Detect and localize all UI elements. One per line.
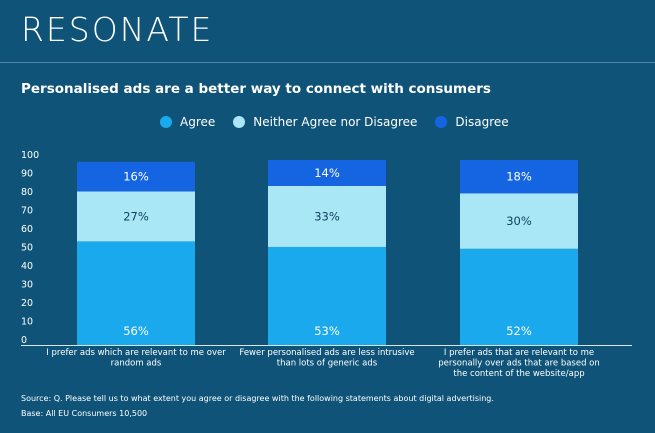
legend-label-neither: Neither Agree nor Disagree bbox=[253, 115, 418, 129]
y-tick-label: 60 bbox=[21, 224, 33, 235]
bar-segment-neither bbox=[77, 191, 195, 242]
bar-segment-agree bbox=[268, 246, 386, 345]
y-tick-label: 70 bbox=[21, 206, 33, 217]
data-label: 16% bbox=[123, 170, 149, 184]
bar-segment-agree bbox=[460, 248, 578, 345]
category-label: I prefer ads that are relevant to me bbox=[444, 348, 594, 358]
footer-base: Base: All EU Consumers 10,500 bbox=[21, 409, 148, 418]
y-tick-label: 80 bbox=[21, 187, 33, 198]
y-tick-label: 20 bbox=[21, 298, 33, 309]
y-tick-label: 0 bbox=[21, 335, 27, 346]
bar-segment-disagree bbox=[77, 161, 195, 192]
y-tick-label: 30 bbox=[21, 280, 33, 291]
footer-source: Source: Q. Please tell us to what extent… bbox=[21, 394, 494, 403]
header-divider bbox=[0, 62, 655, 63]
legend-item-disagree: Disagree bbox=[435, 115, 509, 129]
legend-swatch-agree bbox=[160, 116, 172, 128]
data-label: 33% bbox=[314, 209, 340, 223]
y-tick-label: 40 bbox=[21, 261, 33, 272]
data-label: 27% bbox=[123, 209, 149, 223]
category-label: than lots of generic ads bbox=[277, 359, 378, 369]
brand-logo: RESONATE bbox=[21, 10, 214, 49]
data-label: 52% bbox=[506, 324, 532, 338]
legend-item-agree: Agree bbox=[160, 115, 215, 129]
bar-segment-agree bbox=[77, 241, 195, 345]
chart-title: Personalised ads are a better way to con… bbox=[21, 81, 491, 97]
bar-segment-disagree bbox=[460, 160, 578, 194]
y-tick-label: 90 bbox=[21, 169, 33, 180]
y-tick-label: 50 bbox=[21, 243, 33, 254]
data-label: 53% bbox=[314, 324, 340, 338]
category-label: random ads bbox=[111, 359, 162, 369]
data-label: 14% bbox=[314, 166, 340, 180]
y-tick-label: 100 bbox=[21, 150, 39, 161]
legend-label-agree: Agree bbox=[180, 115, 216, 129]
legend-item-neither: Neither Agree nor Disagree bbox=[233, 115, 417, 129]
legend-swatch-neither bbox=[233, 116, 246, 128]
chart-legend: Agree Neither Agree nor Disagree Disagre… bbox=[160, 114, 509, 130]
y-tick-label: 10 bbox=[21, 317, 33, 328]
bar-segment-neither bbox=[268, 185, 386, 247]
category-label: I prefer ads which are relevant to me ov… bbox=[46, 348, 226, 358]
category-label: the content of the website/app bbox=[453, 369, 584, 379]
legend-label-disagree: Disagree bbox=[455, 115, 509, 129]
data-label: 30% bbox=[506, 214, 532, 228]
data-label: 18% bbox=[506, 170, 532, 184]
bar-segment-neither bbox=[460, 193, 578, 249]
category-label: personally over ads that are based on bbox=[438, 359, 600, 369]
legend-swatch-disagree bbox=[435, 116, 448, 128]
category-label: Fewer personalised ads are less intrusiv… bbox=[239, 348, 414, 358]
bar-segment-disagree bbox=[268, 160, 386, 186]
data-label: 56% bbox=[123, 324, 149, 338]
